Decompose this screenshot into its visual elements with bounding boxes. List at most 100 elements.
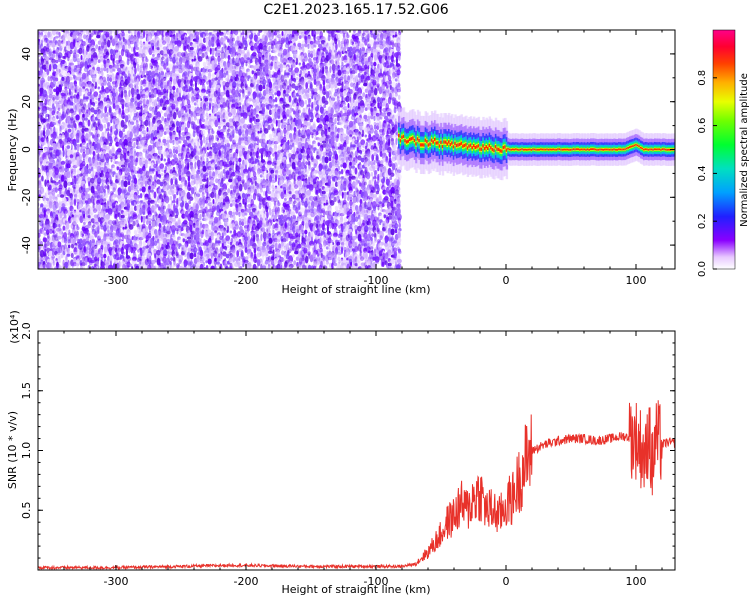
spectrogram-cell-588 bbox=[62, 246, 65, 252]
spectrogram-cell-3103 bbox=[178, 140, 182, 144]
spectrogram-cell-706 bbox=[66, 178, 71, 183]
spectrogram-cell-814 bbox=[74, 105, 78, 113]
spectrogram-cell-525 bbox=[57, 241, 62, 248]
spectrogram-cell-2166 bbox=[135, 46, 140, 51]
spectrogram-cell-206 bbox=[45, 60, 49, 69]
spectrogram-cell-408 bbox=[55, 72, 58, 80]
spectrogram-cell-868 bbox=[75, 64, 81, 69]
spectrogram-cell-1621 bbox=[109, 168, 113, 176]
spectrogram-cell-397 bbox=[55, 35, 59, 39]
spectrogram-cell-4084 bbox=[223, 176, 226, 182]
spectrogram-cell-500 bbox=[56, 156, 62, 163]
spectrogram-cell-908 bbox=[75, 214, 80, 218]
spectrogram-cell-1500 bbox=[103, 193, 108, 199]
spectrogram-cell-1904 bbox=[124, 33, 129, 40]
spectrogram-cell-1558 bbox=[105, 171, 110, 179]
spectrogram-cell-370 bbox=[51, 190, 56, 196]
spectrogram-cell-1744 bbox=[114, 155, 118, 160]
spectrogram-cell-537 bbox=[60, 42, 65, 49]
spectrogram-cell-913 bbox=[76, 230, 79, 238]
spectrogram-cell-274 bbox=[49, 91, 54, 95]
spectrogram-cell-2540 bbox=[150, 210, 155, 214]
spectrogram-cell-4803 bbox=[256, 206, 259, 210]
spectrogram-cell-3068 bbox=[175, 240, 179, 248]
spectrogram-cell-2972 bbox=[172, 111, 177, 120]
spectrogram-cell-755 bbox=[71, 124, 74, 129]
spectrogram-cell-811 bbox=[73, 94, 77, 99]
spectrogram-cell-269 bbox=[50, 76, 53, 82]
spectrogram-cell-3612 bbox=[202, 113, 206, 119]
spectrogram-cell-1609 bbox=[110, 119, 113, 124]
spectrogram-cell-1277 bbox=[95, 92, 98, 101]
spectrogram-cell-4946 bbox=[261, 252, 265, 261]
spectrogram-cell-105 bbox=[40, 169, 45, 176]
spectrogram-cell-4876 bbox=[258, 240, 262, 246]
spectrogram-cell-3987 bbox=[219, 42, 224, 46]
spectrogram-cell-2948 bbox=[171, 30, 176, 34]
spectrogram-cell-264 bbox=[48, 51, 53, 58]
spectrogram-cell-547 bbox=[60, 77, 65, 85]
spectrogram-cell-1836 bbox=[118, 260, 121, 269]
spectrogram-cell-2989 bbox=[172, 184, 175, 190]
spectrogram-cell-392 bbox=[51, 257, 55, 261]
spectrogram-cell-3051 bbox=[175, 173, 179, 177]
spectrogram-cell-2390 bbox=[145, 163, 148, 169]
spectrogram-cell-4441 bbox=[241, 32, 245, 36]
spectrogram-cell-44 bbox=[38, 177, 41, 186]
spectrogram-cell-583 bbox=[62, 225, 66, 231]
spectrogram-cell-845 bbox=[73, 215, 77, 223]
spectrogram-cell-55 bbox=[38, 224, 42, 233]
spectrogram-cell-705 bbox=[66, 171, 71, 178]
spectrogram-cell-536 bbox=[60, 40, 64, 45]
spectrogram-cell-1970 bbox=[127, 46, 130, 51]
spectrogram-cell-1717 bbox=[115, 52, 119, 59]
spectrogram-cell-277 bbox=[48, 100, 52, 107]
spectrogram-cell-1928 bbox=[123, 124, 128, 129]
spectrogram-cell-549 bbox=[60, 92, 65, 96]
spectrogram-cell-3578 bbox=[199, 227, 202, 231]
spectrogram-cell-236 bbox=[46, 179, 50, 188]
spectrogram-cell-1633 bbox=[108, 211, 113, 217]
spectrogram-cell-2621 bbox=[156, 47, 160, 51]
spectrogram-cell-2194 bbox=[135, 157, 139, 163]
spectrogram-cell-1177 bbox=[87, 222, 92, 229]
spectrogram-cell-102 bbox=[39, 161, 43, 167]
spectrogram-cell-4751 bbox=[253, 248, 257, 254]
spectrogram-cell-2715 bbox=[159, 129, 164, 137]
spectrogram-cell-4628 bbox=[247, 264, 250, 269]
spectrogram-cell-3825 bbox=[210, 191, 215, 199]
spectrogram-cell-797 bbox=[73, 39, 76, 47]
spectrogram-cell-358 bbox=[52, 143, 57, 152]
spectrogram-cell-798 bbox=[72, 43, 76, 48]
spectrogram-cell-4579 bbox=[247, 77, 250, 82]
spectrogram-cell-932 bbox=[80, 55, 83, 61]
spectrogram-cell-4738 bbox=[252, 192, 257, 201]
spectrogram-cell-2753 bbox=[162, 40, 166, 46]
spectrogram-cell-4159 bbox=[226, 189, 230, 196]
spectrogram-cell-3805 bbox=[211, 130, 215, 135]
spectrogram-cell-693 bbox=[67, 128, 72, 133]
spectrogram-cell-251 bbox=[47, 232, 50, 239]
spectrogram-cell-3784 bbox=[211, 48, 215, 56]
spectrogram-cell-1519 bbox=[103, 253, 107, 259]
spectrogram-cell-3391 bbox=[189, 252, 194, 260]
spectrogram-cell-2483 bbox=[147, 264, 152, 269]
spectrogram-cell-931 bbox=[78, 47, 83, 55]
spectrogram-cell-4452 bbox=[240, 75, 245, 83]
spectrogram-cell-2624 bbox=[156, 54, 161, 61]
spectrogram-cell-4457 bbox=[241, 93, 245, 99]
spectrogram-cell-727 bbox=[67, 262, 71, 269]
spectrogram-cell-4218 bbox=[228, 178, 233, 183]
spectrogram-cell-2267 bbox=[139, 188, 142, 192]
spectrogram-cell-2378 bbox=[144, 119, 149, 127]
spectrogram-cell-4797 bbox=[256, 172, 260, 178]
spectrogram-cell-858 bbox=[72, 261, 77, 267]
spectrogram-cell-423 bbox=[55, 131, 58, 136]
spectrogram-cell-764 bbox=[69, 157, 74, 163]
spectrogram-cell-115 bbox=[39, 214, 44, 219]
spectrogram-cell-3617 bbox=[203, 136, 206, 144]
spectrogram-cell-883 bbox=[76, 119, 80, 124]
spectrogram-cell-617 bbox=[63, 109, 67, 115]
spectrogram-cell-4225 bbox=[228, 210, 233, 216]
spectrogram-cell-1678 bbox=[111, 147, 115, 154]
